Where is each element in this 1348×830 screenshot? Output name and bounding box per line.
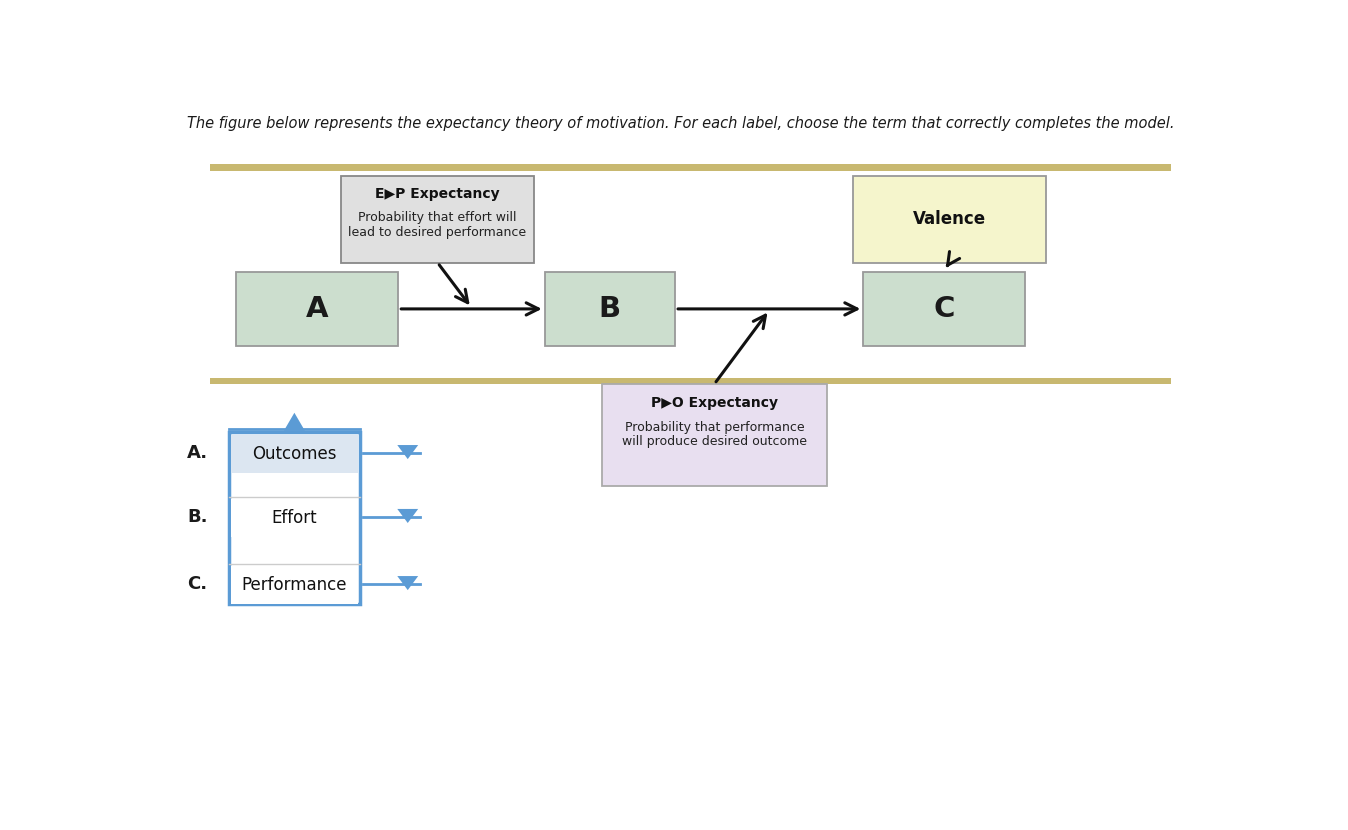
Text: The figure below represents the expectancy theory of motivation. For each label,: The figure below represents the expectan… [187, 115, 1175, 130]
Text: Valence: Valence [913, 211, 985, 228]
Text: A.: A. [187, 444, 209, 461]
Text: lead to desired performance: lead to desired performance [348, 226, 527, 239]
Text: A: A [306, 295, 329, 323]
Bar [545, 272, 675, 345]
Text: Probability that effort will: Probability that effort will [359, 212, 516, 224]
Bar [232, 566, 357, 604]
Bar [229, 432, 360, 604]
Text: E▶P Expectancy: E▶P Expectancy [375, 188, 500, 201]
Text: B.: B. [187, 508, 208, 525]
Text: C: C [934, 295, 954, 323]
Polygon shape [398, 509, 418, 523]
Bar [236, 272, 399, 345]
Text: Performance: Performance [241, 576, 348, 594]
Polygon shape [398, 445, 418, 459]
Text: will produce desired outcome: will produce desired outcome [621, 435, 807, 448]
Text: C.: C. [187, 574, 208, 593]
Bar [232, 499, 357, 537]
Bar [853, 176, 1046, 262]
Text: Outcomes: Outcomes [252, 446, 337, 463]
Bar [232, 435, 357, 473]
Bar [210, 378, 1171, 384]
Bar [603, 384, 826, 486]
Polygon shape [284, 413, 305, 431]
Bar [341, 176, 534, 262]
Text: P▶O Expectancy: P▶O Expectancy [651, 396, 778, 410]
Text: B: B [599, 295, 621, 323]
Bar [210, 164, 1171, 170]
Bar [863, 272, 1026, 345]
Polygon shape [398, 576, 418, 590]
Text: Probability that performance: Probability that performance [624, 421, 805, 434]
Text: Effort: Effort [271, 510, 317, 527]
